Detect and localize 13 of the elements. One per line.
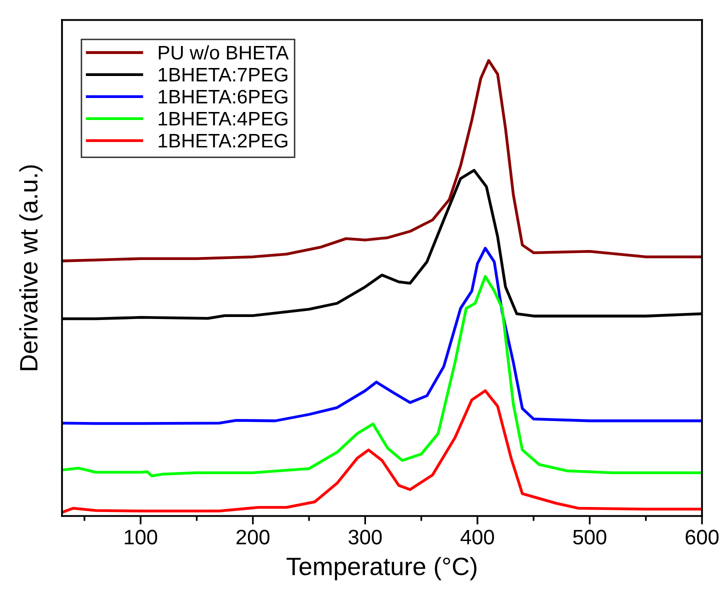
x-tick-label: 400 xyxy=(460,530,494,544)
legend-label: PU w/o BHETA xyxy=(158,45,289,60)
x-tick-label: 300 xyxy=(348,530,382,544)
x-tick-label: 600 xyxy=(686,530,719,544)
x-tick-label: 200 xyxy=(236,530,270,544)
x-tick-label: 100 xyxy=(124,530,158,544)
legend-label: 1BHETA:6PEG xyxy=(158,90,288,104)
x-tick-label: 500 xyxy=(573,530,606,544)
legend-label: 1BHETA:7PEG xyxy=(158,68,288,82)
x-axis-title: Temperature (°C) xyxy=(286,556,476,580)
y-axis-title: Derivative wt (a.u.) xyxy=(19,165,43,370)
legend-label: 1BHETA:4PEG xyxy=(158,112,288,126)
legend-label: 1BHETA:2PEG xyxy=(158,134,288,148)
